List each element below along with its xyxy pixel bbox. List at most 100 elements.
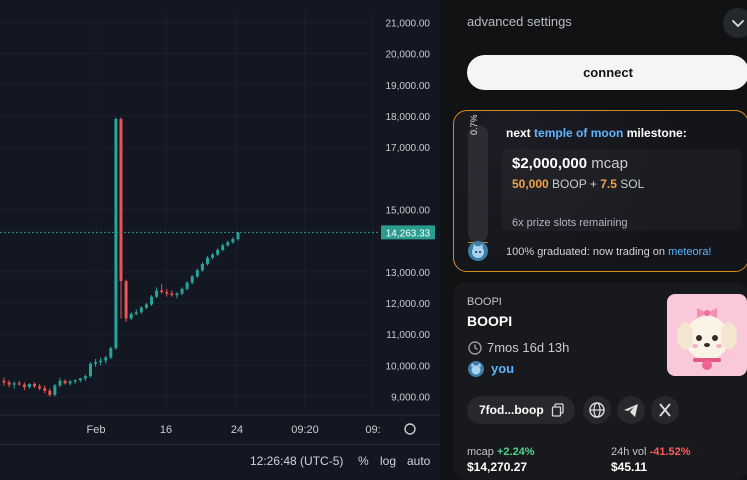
candle-body — [160, 290, 164, 293]
connect-button[interactable]: connect — [467, 55, 747, 90]
advanced-settings-toggle[interactable]: advanced settings — [467, 14, 747, 34]
auto-scale-toggle[interactable]: auto — [407, 454, 431, 468]
website-button[interactable] — [583, 396, 611, 424]
candle-body — [190, 276, 194, 283]
mcap-label: mcap +2.24% — [467, 446, 535, 458]
candle-body — [216, 249, 220, 255]
milestone-progress-label: 0.7% — [469, 114, 479, 135]
candle-body — [104, 357, 108, 361]
volume-label-text: 24h vol — [611, 446, 647, 458]
candle-body — [231, 239, 235, 243]
cat-mascot-icon — [468, 241, 488, 261]
log-scale-toggle[interactable]: log — [380, 454, 397, 468]
current-price-tag — [381, 225, 435, 240]
candle-body — [180, 288, 184, 294]
candle-body — [63, 380, 67, 384]
x-tick-label: 16 — [160, 424, 172, 436]
token-image — [667, 294, 747, 376]
candle-body — [43, 388, 47, 391]
milestone-mcap-unit: mcap — [591, 155, 628, 172]
candle-body — [114, 119, 118, 349]
copy-icon[interactable] — [551, 403, 565, 417]
candle-body — [170, 293, 174, 296]
candle-body — [134, 312, 138, 314]
price-chart[interactable]: 21,000.00 20,000.00 19,000.00 18,000.00 17,0… — [0, 0, 440, 480]
candle-body — [83, 376, 87, 379]
chart-canvas[interactable]: 21,000.00 20,000.00 19,000.00 18,000.00 17,0… — [0, 0, 440, 444]
token-card: BOOPI BOOPI 7mos 16d 13h you — [453, 282, 747, 480]
sol-amount: 7.5 — [600, 177, 617, 191]
mcap-label-text: mcap — [467, 446, 494, 458]
milestone-mcap-value: $2,000,000 — [512, 155, 588, 172]
y-tick-label: 19,000.00 — [386, 81, 431, 92]
milestone-details: $2,000,000 mcap 50,000 BOOP + 7.5 SOL 6x… — [502, 149, 742, 231]
candle-body — [99, 360, 103, 363]
y-tick-label: 17,000.00 — [386, 143, 431, 154]
candle-body — [165, 292, 169, 294]
x-tick-label: 09:20 — [291, 424, 319, 436]
milestone-mcap: $2,000,000 mcap — [512, 155, 628, 172]
candle-body — [22, 384, 26, 388]
x-tick-label: Feb — [87, 424, 106, 436]
boop-unit: BOOP — [552, 177, 587, 191]
candle-body — [185, 282, 189, 289]
candle-body — [175, 293, 179, 296]
x-tick-label: 09: — [365, 424, 380, 436]
telegram-button[interactable] — [617, 396, 645, 424]
milestone-title: next temple of moon milestone: — [506, 126, 687, 140]
chart-settings-icon[interactable] — [404, 423, 416, 435]
milestone-title-highlight: temple of moon — [534, 126, 624, 140]
candle-body — [12, 383, 16, 385]
token-age-value: 7mos 16d 13h — [487, 340, 570, 355]
candle-body — [94, 362, 98, 364]
percent-scale-toggle[interactable]: % — [358, 454, 369, 468]
candle-body — [53, 385, 57, 395]
token-ticker: BOOPI — [467, 296, 502, 308]
x-social-button[interactable] — [651, 396, 679, 424]
milestone-progress-bar — [468, 125, 488, 243]
candle-body — [2, 380, 6, 383]
candle-body — [73, 380, 77, 382]
telegram-icon — [624, 404, 638, 417]
milestone-title-suffix: milestone: — [626, 126, 687, 140]
candle-body — [195, 270, 199, 277]
volume-change: -41.52% — [649, 446, 691, 458]
y-tick-label: 15,000.00 — [386, 205, 431, 216]
candle-body — [7, 382, 11, 385]
volume-value: $45.11 — [611, 460, 648, 474]
y-tick-label: 9,000.00 — [391, 392, 430, 403]
candle-body — [38, 386, 42, 389]
prize-slots-remaining: 6x prize slots remaining — [512, 217, 628, 229]
candle-body — [226, 242, 230, 246]
candle-body — [109, 348, 113, 358]
candle-body — [236, 232, 240, 240]
contract-address-chip[interactable]: 7fod...boop — [467, 396, 575, 424]
candle-body — [129, 313, 133, 319]
candle-body — [150, 296, 154, 305]
candle-body — [139, 307, 143, 313]
candle-body — [27, 383, 31, 388]
candle-body — [78, 378, 82, 381]
candle-body — [221, 245, 225, 250]
current-price-label: 14,263.33 — [386, 228, 431, 239]
candle-body — [155, 290, 159, 297]
milestone-card: 0.7% next temple of moon milestone: $2,0… — [453, 110, 747, 272]
y-tick-label: 11,000.00 — [386, 330, 430, 341]
chart-clock: 12:26:48 (UTC-5) — [250, 454, 344, 468]
y-tick-label: 13,000.00 — [386, 268, 431, 279]
candle-body — [17, 383, 21, 385]
boop-amount: 50,000 — [512, 177, 549, 191]
trade-panel: advanced settings connect 0.7% next temp… — [453, 0, 747, 480]
graduation-venue-link[interactable]: meteora! — [668, 246, 712, 258]
candle-body — [68, 381, 72, 384]
candle-body — [88, 363, 92, 377]
token-name: BOOPI — [467, 313, 513, 329]
token-creator-name: you — [491, 361, 515, 376]
chevron-down-icon[interactable] — [723, 8, 747, 38]
globe-icon — [589, 402, 605, 418]
y-tick-label: 21,000.00 — [386, 18, 431, 29]
x-logo-icon — [659, 403, 671, 417]
volume-label: 24h vol -41.52% — [611, 446, 691, 458]
mcap-value: $14,270.27 — [467, 460, 528, 474]
candle-body — [200, 263, 204, 271]
